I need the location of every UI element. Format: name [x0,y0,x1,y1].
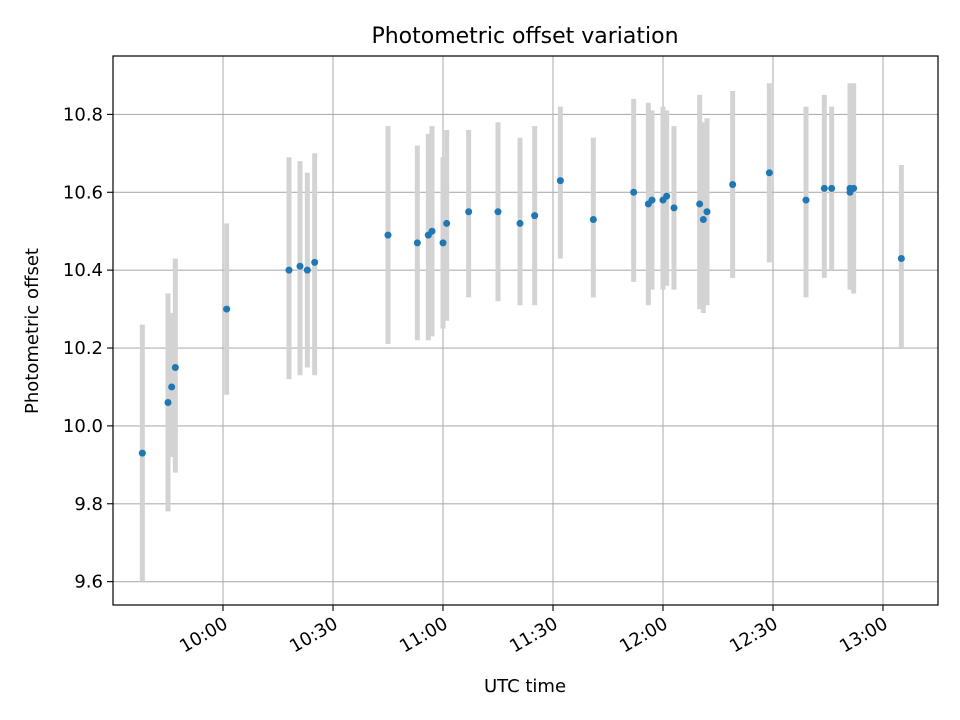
data-point [850,184,858,192]
y-axis-label: Photometric offset [22,248,43,414]
y-tick-label: 10.6 [63,182,103,203]
data-point [531,212,539,220]
data-point [556,177,564,185]
data-point [670,204,678,212]
data-point [589,216,597,224]
data-point [443,219,451,227]
data-point [897,254,905,262]
data-point [223,305,231,313]
x-axis-label: UTC time [484,676,566,697]
data-point [699,216,707,224]
data-point [703,208,711,216]
y-tick-label: 9.6 [74,572,103,593]
y-tick-label: 9.8 [74,494,103,515]
data-point [516,219,524,227]
data-point [820,184,828,192]
data-point [168,383,176,391]
data-point [384,231,392,239]
data-point [648,196,656,204]
data-point [729,180,737,188]
data-point [439,239,447,247]
data-point [138,449,146,457]
data-point [465,208,473,216]
plot-frame [112,55,939,606]
y-axis: 9.6 9.8 10.0 10.2 10.4 10.6 10.8 [63,104,113,593]
chart-title: Photometric offset variation [371,24,678,49]
data-point [494,208,502,216]
data-point [428,227,436,235]
data-point [630,188,638,196]
grid [113,56,938,605]
data-point [303,266,311,274]
data-points [138,169,905,457]
data-point [663,192,671,200]
data-point [285,266,293,274]
y-tick-label: 10.2 [63,338,103,359]
data-point [311,258,319,266]
data-point [296,262,304,270]
data-point [696,200,704,208]
y-tick-label: 10.4 [63,260,103,281]
y-tick-label: 10.0 [63,416,103,437]
data-point [413,239,421,247]
data-point [802,196,810,204]
data-point [828,184,836,192]
data-point [765,169,773,177]
data-point [164,399,172,407]
y-tick-label: 10.8 [63,104,103,125]
data-point [171,363,179,371]
